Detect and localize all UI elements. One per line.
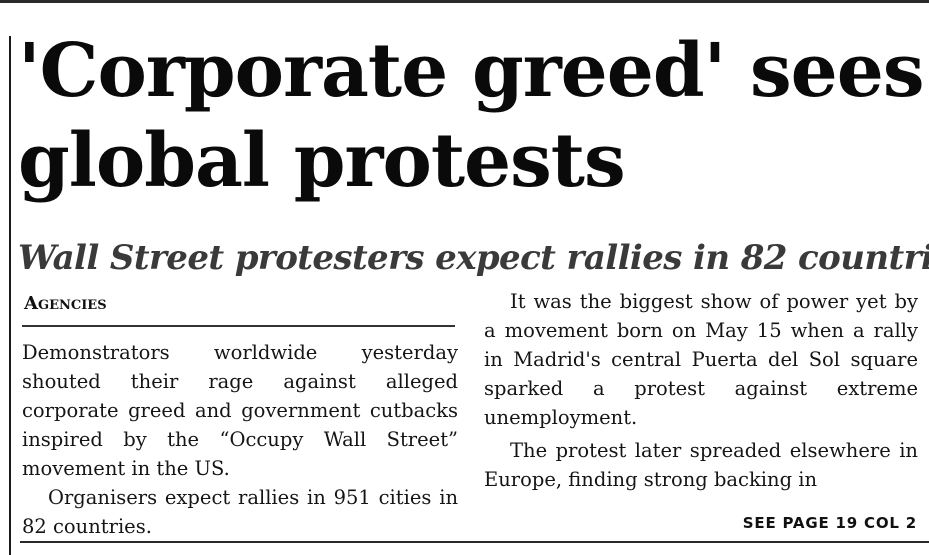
subheadline: Wall Street protesters expect rallies in…: [18, 238, 929, 278]
article-paragraph: Demonstrators worldwide yesterday shoute…: [22, 341, 458, 480]
article-column-right: It was the biggest show of power yet by …: [484, 287, 918, 494]
left-column-rule: [9, 36, 11, 555]
article-paragraph: The protest later spreaded elsewhere in …: [484, 439, 918, 491]
bottom-rule: [20, 541, 929, 543]
article-paragraph: Organisers expect rallies in 951 cities …: [22, 486, 458, 538]
article-paragraph: It was the biggest show of power yet by …: [484, 290, 918, 429]
byline: Agencies: [24, 293, 107, 314]
top-rule: [0, 0, 929, 3]
byline-rule: [22, 325, 455, 327]
headline: 'Corporate greed' sees global protests: [18, 28, 925, 204]
article-column-left: Demonstrators worldwide yesterday shoute…: [22, 338, 458, 541]
continuation-note[interactable]: SEE PAGE 19 COL 2: [742, 514, 917, 532]
